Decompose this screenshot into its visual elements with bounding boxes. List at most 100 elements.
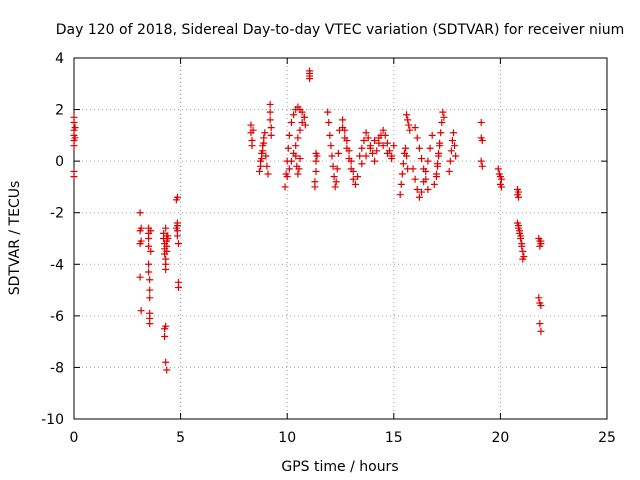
plot-frame [73, 57, 608, 420]
data-point [415, 144, 423, 152]
data-point [428, 131, 436, 139]
data-point [345, 147, 353, 155]
data-point [403, 111, 411, 119]
data-point [439, 108, 447, 116]
data-point [536, 320, 544, 328]
data-point [388, 152, 396, 160]
data-point [409, 165, 417, 173]
data-point [449, 129, 457, 137]
data-point [287, 118, 295, 126]
y-tick-label: 0 [55, 154, 64, 170]
data-point [347, 157, 355, 165]
data-point [285, 131, 293, 139]
y-tick-label: 4 [55, 51, 64, 67]
data-point [161, 332, 169, 340]
y-tick-label: -6 [50, 309, 64, 325]
data-point [174, 240, 182, 248]
data-point [519, 247, 527, 255]
data-point [328, 152, 336, 160]
data-point [537, 302, 545, 310]
data-point [162, 224, 170, 232]
data-point [292, 142, 300, 150]
data-point [535, 294, 543, 302]
data-point [163, 247, 171, 255]
data-point [403, 152, 411, 160]
x-tick-label: 0 [70, 430, 79, 446]
data-point [287, 157, 295, 165]
data-point [298, 118, 306, 126]
data-point [398, 170, 406, 178]
data-point [447, 147, 455, 155]
data-point [424, 186, 432, 194]
data-point [325, 118, 333, 126]
data-point [146, 294, 154, 302]
data-point [383, 149, 391, 157]
x-tick-label: 20 [491, 430, 509, 446]
data-point [497, 183, 505, 191]
data-point [285, 165, 293, 173]
data-point [145, 268, 153, 276]
data-point [296, 155, 304, 163]
data-point [397, 180, 405, 188]
data-point [137, 224, 145, 232]
data-point [349, 175, 357, 183]
data-point [71, 134, 79, 142]
data-point [383, 139, 391, 147]
data-point [248, 142, 256, 150]
tick-labels: 0 5 10 15 20 25 -10 -8 -6 -4 -2 0 2 4 [41, 51, 616, 446]
data-point [379, 126, 387, 134]
y-axis-label: SDTVAR / TECUs [7, 181, 23, 296]
data-point [413, 134, 421, 142]
data-point [415, 193, 423, 201]
data-point [162, 265, 170, 273]
y-tick-label: 2 [55, 103, 64, 119]
data-point [351, 180, 359, 188]
data-point [267, 131, 275, 139]
data-point [381, 131, 389, 139]
data-point [146, 276, 154, 284]
data-point [537, 237, 545, 245]
data-point [146, 320, 154, 328]
data-point [515, 188, 523, 196]
y-tick-label: -10 [41, 412, 64, 428]
data-point [362, 129, 370, 137]
data-point [497, 175, 505, 183]
data-point [537, 327, 545, 335]
data-point [70, 118, 78, 126]
data-point [477, 157, 485, 165]
data-point [312, 157, 320, 165]
data-point [360, 137, 368, 145]
data-point [404, 116, 412, 124]
data-point [145, 260, 153, 268]
data-point [402, 144, 410, 152]
data-point [290, 111, 298, 119]
data-point [262, 152, 270, 160]
data-point [306, 69, 314, 77]
data-point [364, 134, 372, 142]
data-point [396, 191, 404, 199]
data-point [418, 155, 426, 163]
data-point [266, 100, 274, 108]
data-point [379, 142, 387, 150]
data-point [313, 152, 321, 160]
x-axis-label: GPS time / hours [281, 459, 398, 475]
data-point [136, 273, 144, 281]
data-point [147, 247, 155, 255]
data-point [329, 162, 337, 170]
data-point [173, 232, 181, 240]
data-point [518, 242, 526, 250]
data-point [147, 227, 155, 235]
data-point [266, 108, 274, 116]
data-point [312, 167, 320, 175]
data-point [261, 129, 269, 137]
data-point [145, 242, 153, 250]
data-point [296, 126, 304, 134]
data-point [330, 173, 338, 181]
data-point [426, 144, 434, 152]
x-tick-label: 5 [176, 430, 185, 446]
data-point [71, 124, 79, 132]
data-point [343, 137, 351, 145]
data-point [399, 160, 407, 168]
data-point [516, 227, 524, 235]
